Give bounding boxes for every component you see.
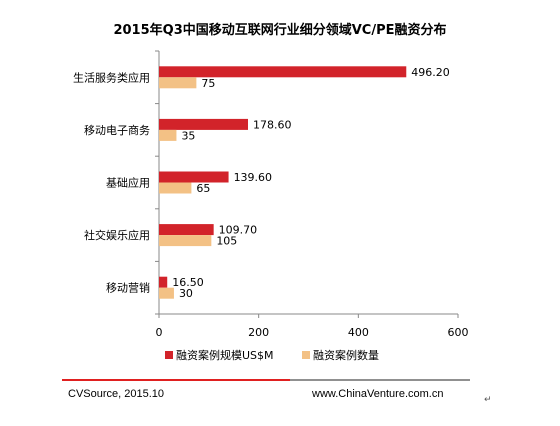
legend-label: 融资案例数量: [313, 348, 379, 362]
bar: [159, 118, 249, 130]
category-label: 基础应用: [106, 176, 150, 190]
x-tick-label: 0: [156, 326, 163, 339]
plot-area: 0 200 400 600 生活服务类应用 496.20 75 移动电子商务 178.60 35 基…: [73, 50, 469, 339]
data-label: 178.60: [253, 118, 291, 131]
data-label: 496.20: [411, 66, 450, 79]
category-label: 生活服务类应用: [73, 70, 150, 84]
legend-swatch: [165, 351, 173, 359]
data-label: 75: [201, 77, 215, 90]
x-tick-label: 400: [348, 326, 369, 339]
legend-swatch: [302, 351, 310, 359]
legend-label: 融资案例规模US$M: [176, 348, 274, 362]
chart-title: 2015年Q3中国移动互联网行业细分领域VC/PE融资分布: [113, 22, 446, 38]
bar: [159, 182, 192, 194]
data-label: 109.70: [219, 224, 258, 237]
bar: [159, 224, 214, 236]
return-mark: ↵: [484, 395, 492, 405]
bar: [159, 77, 197, 89]
source-note: CVSource, 2015.10: [68, 388, 165, 400]
category-label: 移动营销: [106, 281, 150, 295]
website-link[interactable]: www.ChinaVenture.com.cn: [312, 388, 444, 400]
bar: [159, 129, 177, 141]
data-label: 105: [216, 235, 237, 248]
data-label: 35: [181, 129, 195, 142]
bar: [159, 66, 407, 78]
x-tick-label: 200: [248, 326, 269, 339]
bar: [159, 276, 168, 288]
bar: [159, 235, 212, 247]
data-label: 16.50: [172, 276, 204, 289]
legend: 融资案例规模US$M 融资案例数量: [165, 348, 379, 362]
category-label: 社交娱乐应用: [84, 228, 150, 242]
category-label: 移动电子商务: [84, 123, 150, 137]
data-label: 65: [196, 182, 210, 195]
data-label: 139.60: [234, 171, 272, 184]
x-tick-label: 600: [448, 326, 469, 339]
bar: [159, 171, 229, 183]
data-label: 30: [179, 287, 193, 300]
bar: [159, 287, 174, 299]
